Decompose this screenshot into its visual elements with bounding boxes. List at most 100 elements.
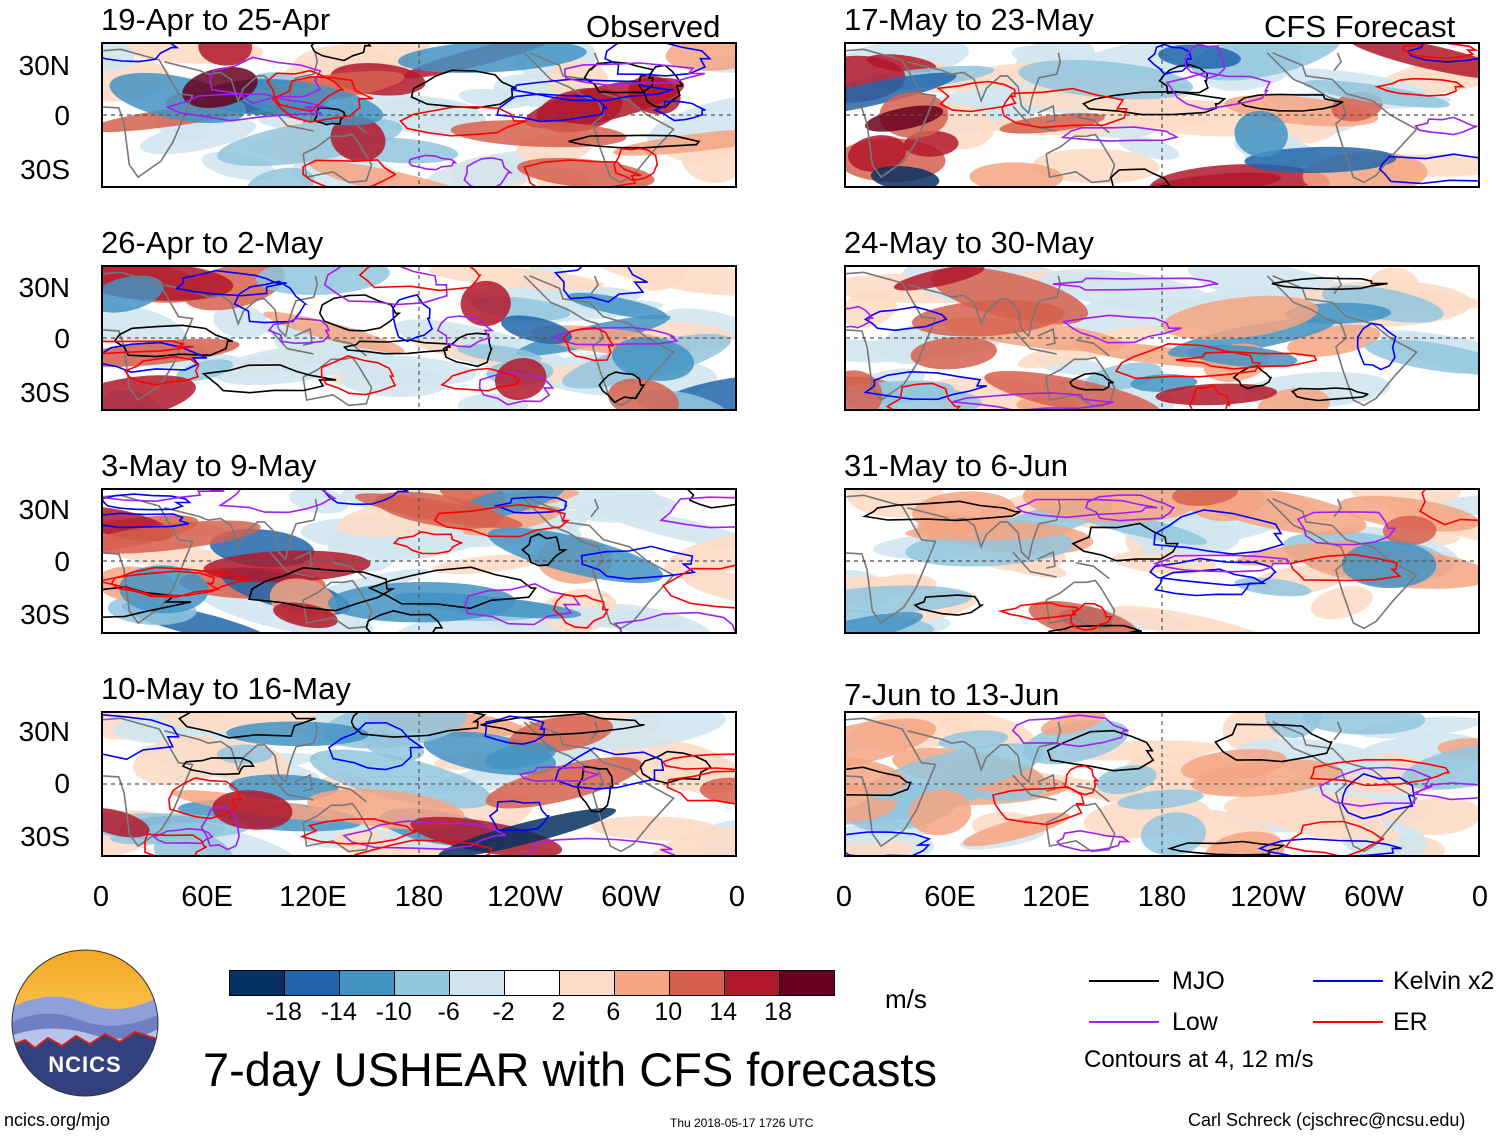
shear-shading-region <box>612 127 735 156</box>
cfs-forecast-label: CFS Forecast <box>1264 9 1456 44</box>
shear-shading-region <box>846 757 907 794</box>
wave-contour <box>1189 384 1231 409</box>
wave-contour <box>103 340 194 355</box>
wave-contour <box>310 44 372 62</box>
colorbar-swatch <box>670 971 725 995</box>
shear-shading-region <box>103 375 196 409</box>
wave-contour <box>1414 116 1478 136</box>
shear-shading-region <box>908 789 972 836</box>
wave-contour <box>613 611 735 632</box>
shear-shading-region <box>103 338 240 368</box>
wave-contour <box>1309 758 1451 787</box>
legend-line-er <box>1313 1021 1383 1023</box>
figure-title: 7-day USHEAR with CFS forecasts <box>203 1043 937 1096</box>
wave-contour <box>478 371 555 406</box>
wave-contour <box>846 305 875 329</box>
shear-shading-region <box>263 311 405 354</box>
shear-shading-region <box>646 826 735 855</box>
shear-shading-region <box>963 812 1070 847</box>
footer-author: Carl Schreck (cjschrec@ncsu.edu) <box>1188 1110 1466 1130</box>
panel-title-2: 26-Apr to 2-May <box>101 225 324 260</box>
wave-contour <box>1056 829 1131 852</box>
wave-contour <box>367 566 537 610</box>
wave-contour <box>1406 44 1478 63</box>
wave-contour <box>1296 511 1397 546</box>
map-canvas <box>846 490 1478 632</box>
shear-shading-region <box>567 292 668 320</box>
wave-contour <box>1110 168 1171 186</box>
wave-contour <box>165 93 327 122</box>
shear-shading-region <box>1096 765 1157 795</box>
colorbar-tick-label: 18 <box>764 998 792 1026</box>
shear-shading-region <box>1110 605 1280 632</box>
shear-shading-region <box>203 550 371 583</box>
shear-shading-region <box>246 167 315 186</box>
wave-contour <box>1060 126 1179 142</box>
wave-contour <box>1271 277 1388 291</box>
coastline <box>1037 550 1056 569</box>
wave-contour <box>638 64 684 109</box>
wave-contour <box>267 317 331 345</box>
coastline <box>907 721 1062 784</box>
ytick-30n: 30N <box>18 50 70 81</box>
shear-shading-region <box>912 491 1016 532</box>
wave-contour <box>662 753 735 771</box>
map-panel-4 <box>101 711 737 857</box>
shear-shading-region <box>910 336 998 370</box>
wave-contour <box>1047 624 1143 632</box>
panel-title-3: 3-May to 9-May <box>101 448 317 483</box>
wave-contour <box>997 602 1079 621</box>
logo-text: NCICS <box>48 1052 122 1077</box>
colorbar-swatch <box>450 971 505 995</box>
wave-contour <box>1319 766 1433 807</box>
wave-contour <box>863 305 948 332</box>
wave-contour <box>1147 44 1192 76</box>
wave-contour <box>103 586 192 619</box>
colorbar-tick-label: -6 <box>437 998 460 1026</box>
wave-contour <box>1064 764 1100 796</box>
shear-shading-region <box>846 72 957 118</box>
wave-contour <box>313 107 346 126</box>
shear-shading-region <box>1232 795 1400 844</box>
footer-url[interactable]: ncics.org/mjo <box>4 1110 111 1130</box>
xtick-60w: 60W <box>1344 881 1404 913</box>
wave-contour <box>496 93 608 123</box>
colorbar <box>229 970 835 996</box>
wave-contour <box>1290 387 1369 402</box>
wave-contour <box>266 69 345 113</box>
wave-contour <box>523 837 676 855</box>
wave-contour <box>552 326 680 346</box>
wave-contour <box>1158 63 1209 94</box>
wave-contour <box>1069 372 1115 391</box>
ytick-30s: 30S <box>20 154 70 185</box>
legend-label-kelvin: Kelvin x2 <box>1393 967 1495 995</box>
shear-shading-region <box>663 533 735 579</box>
shear-shading-region <box>1382 515 1437 546</box>
colorbar-tick-label: -10 <box>375 998 412 1026</box>
shear-shading-region <box>226 721 369 747</box>
wave-contour <box>1378 153 1478 185</box>
coastline <box>907 52 1062 115</box>
wave-contour <box>952 392 1114 409</box>
wave-contour <box>399 105 527 137</box>
wave-contour <box>553 267 648 303</box>
ytick-30n: 30N <box>18 716 70 747</box>
shear-shading-region <box>608 378 679 409</box>
colorbar-swatch <box>780 971 834 995</box>
wave-contour <box>687 490 735 509</box>
wave-contour <box>1341 773 1415 820</box>
wave-contour <box>613 147 659 181</box>
xtick-120w: 120W <box>1230 881 1306 913</box>
shear-shading-region <box>103 44 135 71</box>
wave-contour <box>1214 723 1333 763</box>
wave-contour <box>320 354 397 396</box>
xtick-0: 0 <box>92 881 110 913</box>
xtick-180: 180 <box>394 881 444 913</box>
ytick-30s: 30S <box>20 821 70 852</box>
colorbar-swatch <box>285 971 340 995</box>
panel-title-6: 24-May to 30-May <box>844 225 1094 260</box>
colorbar-swatch <box>505 971 560 995</box>
wave-contour <box>342 820 507 851</box>
wave-contour <box>659 496 735 529</box>
map-panel-1 <box>101 42 737 188</box>
